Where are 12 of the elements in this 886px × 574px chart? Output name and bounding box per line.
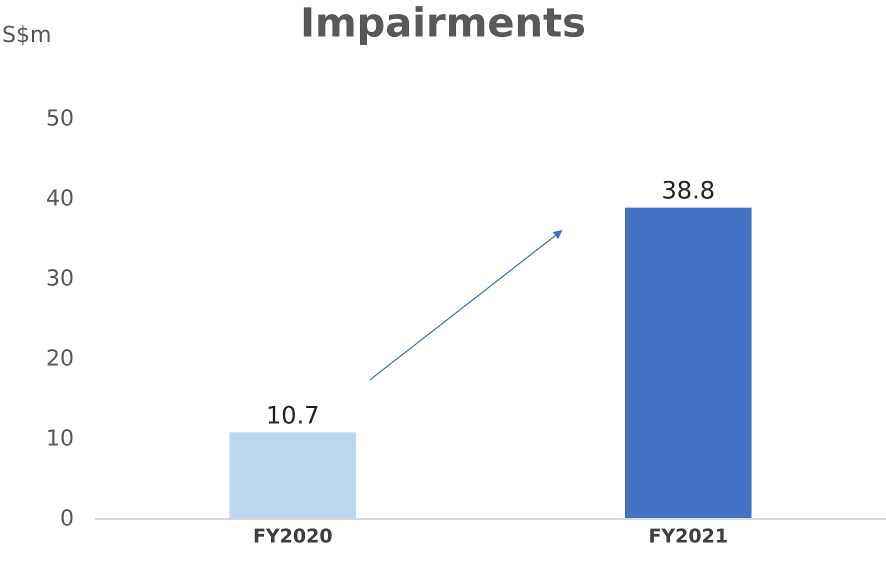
x-tick-label: FY2020 xyxy=(252,526,333,548)
y-axis-title: S$m xyxy=(2,23,52,48)
data-label: 38.8 xyxy=(662,176,715,205)
y-tick-label: 30 xyxy=(46,266,74,292)
y-tick-label: 20 xyxy=(46,346,74,372)
y-tick-label: 0 xyxy=(60,506,74,532)
data-label: 10.7 xyxy=(266,401,320,430)
y-tick-label: 10 xyxy=(46,426,74,452)
chart-title: Impairments xyxy=(300,0,586,47)
y-tick-label: 50 xyxy=(46,106,74,132)
x-tick-label: FY2021 xyxy=(648,526,728,548)
y-tick-label: 40 xyxy=(46,186,74,212)
